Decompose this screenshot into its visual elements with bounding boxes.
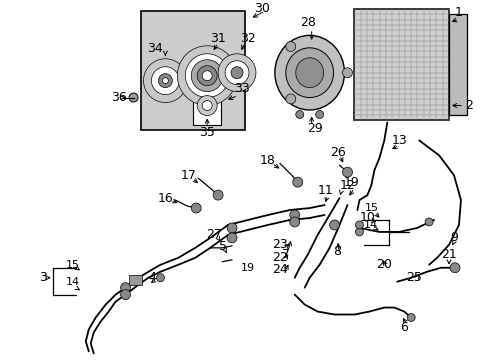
Circle shape — [342, 68, 352, 78]
Text: 9: 9 — [449, 231, 457, 244]
Circle shape — [156, 274, 164, 282]
Text: 8: 8 — [333, 245, 341, 258]
Text: 4: 4 — [148, 271, 156, 284]
Circle shape — [355, 228, 363, 236]
Ellipse shape — [162, 78, 168, 84]
Circle shape — [226, 233, 237, 243]
Ellipse shape — [295, 58, 323, 87]
Ellipse shape — [197, 66, 217, 86]
Text: 2: 2 — [464, 99, 472, 112]
Text: 20: 20 — [376, 258, 391, 271]
Text: 15: 15 — [364, 203, 378, 213]
Bar — [128, 275, 142, 285]
Text: 23: 23 — [271, 238, 287, 251]
Text: 19: 19 — [241, 263, 255, 273]
Text: 5: 5 — [219, 240, 226, 253]
Text: 35: 35 — [199, 126, 215, 139]
Ellipse shape — [202, 100, 212, 111]
Ellipse shape — [177, 46, 237, 105]
Text: 17: 17 — [180, 169, 196, 182]
Text: 15: 15 — [66, 260, 80, 270]
Text: 14: 14 — [65, 277, 80, 287]
Ellipse shape — [285, 48, 333, 98]
Text: 32: 32 — [240, 32, 255, 45]
Text: 12: 12 — [339, 179, 355, 192]
Text: 36: 36 — [110, 91, 126, 104]
Text: 31: 31 — [210, 32, 225, 45]
Circle shape — [295, 111, 303, 118]
Circle shape — [213, 190, 223, 200]
Ellipse shape — [151, 67, 179, 95]
Bar — [140, 11, 244, 130]
Circle shape — [121, 283, 130, 293]
Text: 34: 34 — [147, 42, 163, 55]
Circle shape — [315, 111, 323, 118]
Circle shape — [292, 177, 302, 187]
Text: 21: 21 — [440, 248, 456, 261]
Ellipse shape — [191, 60, 223, 91]
Ellipse shape — [224, 61, 248, 85]
Text: 24: 24 — [271, 263, 287, 276]
Text: 30: 30 — [253, 3, 269, 15]
Ellipse shape — [185, 54, 228, 98]
Text: 33: 33 — [234, 82, 249, 95]
Ellipse shape — [158, 74, 172, 87]
Circle shape — [226, 223, 237, 233]
Text: 10: 10 — [359, 211, 375, 225]
Circle shape — [285, 41, 295, 51]
Text: 28: 28 — [299, 17, 315, 30]
Circle shape — [121, 290, 130, 300]
Text: 3: 3 — [39, 271, 47, 284]
Bar — [448, 14, 466, 116]
Circle shape — [342, 167, 352, 177]
Circle shape — [424, 218, 432, 226]
Text: 13: 13 — [390, 134, 407, 147]
Text: 18: 18 — [260, 154, 275, 167]
Bar — [354, 9, 448, 121]
Text: 1: 1 — [454, 6, 462, 19]
Ellipse shape — [202, 71, 212, 81]
Circle shape — [285, 94, 295, 104]
Text: 25: 25 — [406, 271, 421, 284]
Text: 22: 22 — [271, 251, 287, 264]
Text: 19: 19 — [343, 176, 359, 189]
Ellipse shape — [143, 59, 187, 103]
Text: 6: 6 — [400, 321, 407, 334]
Circle shape — [289, 217, 299, 227]
Circle shape — [355, 221, 363, 229]
Text: 27: 27 — [206, 228, 222, 242]
Text: 26: 26 — [329, 146, 345, 159]
Text: 7: 7 — [281, 248, 289, 261]
Ellipse shape — [218, 54, 255, 91]
Circle shape — [329, 220, 339, 230]
Text: 14: 14 — [364, 220, 378, 230]
Ellipse shape — [274, 35, 344, 110]
Circle shape — [407, 314, 414, 321]
Ellipse shape — [129, 93, 138, 102]
Text: 16: 16 — [157, 192, 173, 204]
Ellipse shape — [231, 67, 243, 78]
Text: 11: 11 — [317, 184, 333, 197]
Ellipse shape — [197, 95, 217, 116]
Circle shape — [289, 210, 299, 220]
Text: 29: 29 — [306, 122, 322, 135]
Bar — [193, 76, 221, 125]
Circle shape — [449, 263, 459, 273]
Circle shape — [191, 203, 201, 213]
